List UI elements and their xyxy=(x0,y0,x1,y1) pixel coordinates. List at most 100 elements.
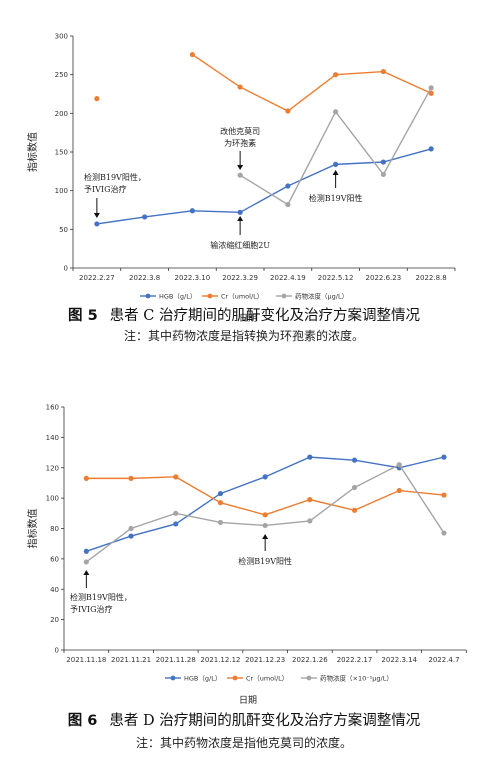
fig5-annotation-arrow-2-head xyxy=(237,165,244,170)
fig5-x-tick-label: 2022.3.10 xyxy=(175,274,211,282)
fig6-data-point xyxy=(307,518,313,524)
figure5-caption: 图 5 患者 C 治疗期间的肌酐变化及治疗方案调整情况 xyxy=(0,304,488,325)
fig5-annotation-arrow-3-head xyxy=(237,216,244,221)
fig6-x-tick-label: 2022.3.14 xyxy=(381,656,417,664)
fig6-y-tick-label: 0 xyxy=(55,647,59,655)
fig5-annotation-arrow-1-head xyxy=(93,213,100,218)
fig5-legend-label: HGB（g/L） xyxy=(159,293,196,301)
fig5-data-point xyxy=(380,171,386,178)
fig6-x-tick-label: 2021.11.18 xyxy=(66,656,106,664)
fig5-legend-label: Cr（umol/L） xyxy=(221,293,263,301)
fig6-y-tick-label: 140 xyxy=(46,434,59,442)
fig5-data-point xyxy=(237,84,243,90)
figure6-chart: 0 20 40 60 80 100 120 140 160 2021.11.18 2021.11.2… xyxy=(26,404,467,706)
fig5-data-point xyxy=(285,201,291,208)
fig5-data-point xyxy=(237,172,243,178)
fig5-data-point xyxy=(380,159,386,165)
fig5-data-point xyxy=(428,146,434,152)
fig6-y-tick-label: 80 xyxy=(50,525,59,533)
fig6-x-tick-label: 2021.11.28 xyxy=(156,656,196,664)
fig6-legend-label: HGB（g/L） xyxy=(184,675,221,683)
fig6-data-point xyxy=(173,510,179,516)
fig6-data-point xyxy=(307,497,313,503)
figure6-note: 注：其中药物浓度是指他克莫司的浓度。 xyxy=(135,736,352,750)
fig5-series-line-1 xyxy=(191,53,432,112)
fig6-x-tick-label: 2022.1.26 xyxy=(292,656,328,664)
fig5-y-tick-label: 300 xyxy=(55,33,68,41)
fig5-data-point xyxy=(142,214,148,220)
fig5-data-point xyxy=(285,183,291,189)
fig6-data-point xyxy=(351,484,358,491)
fig6-legend-swatch-marker xyxy=(170,675,176,681)
fig5-y-tick-label: 150 xyxy=(55,149,68,157)
fig5-data-point xyxy=(94,96,100,102)
fig6-x-tick-label: 2021.12.23 xyxy=(245,656,285,664)
fig6-data-point xyxy=(128,475,134,481)
fig5-y-tick-label: 0 xyxy=(64,265,68,273)
fig5-data-point xyxy=(333,109,339,115)
figure5-title: 患者 C 治疗期间的肌酐变化及治疗方案调整情况 xyxy=(109,308,420,324)
fig6-data-point xyxy=(441,454,447,460)
fig5-annotation-b19v-positive: 检测B19V阳性 xyxy=(309,193,363,203)
fig6-data-point xyxy=(173,521,179,527)
fig6-y-tick-label: 160 xyxy=(46,404,59,412)
fig5-annotation-b19v-ivig-line1: 检测B19V阳性， xyxy=(84,172,146,182)
fig6-annotation-b19v-ivig-line1: 检测B19V阳性， xyxy=(70,592,132,602)
fig6-legend-label: Cr（umol/L） xyxy=(246,675,288,683)
fig5-x-tick-label: 2022.2.27 xyxy=(79,274,115,282)
fig6-legend-label: 药物浓度（×10⁻¹μg/L） xyxy=(320,674,393,683)
fig6-annotation-b19v-ivig-line2: 予IVIG治疗 xyxy=(70,604,113,614)
fig6-data-point xyxy=(307,454,313,460)
fig5-data-point xyxy=(285,108,291,114)
fig5-y-tick-label: 250 xyxy=(55,71,68,79)
fig5-data-point xyxy=(428,85,434,91)
fig5-annotation-b19v-ivig-line2: 予IVIG治疗 xyxy=(84,184,127,194)
fig6-data-point xyxy=(128,533,134,539)
fig6-x-tick-label: 2022.2.17 xyxy=(337,656,373,664)
fig5-y-tick-label: 100 xyxy=(55,187,68,195)
fig6-data-point xyxy=(128,525,134,532)
figure6-number: 图 6 xyxy=(67,713,98,729)
fig6-data-point xyxy=(83,475,89,481)
fig6-data-point xyxy=(396,487,402,494)
fig6-annotation-arrow-2-head xyxy=(83,570,90,575)
fig6-x-tick-label: 2022.4.7 xyxy=(428,656,459,664)
fig5-data-point xyxy=(237,209,243,215)
figure6-caption: 图 6 患者 D 治疗期间的肌酐变化及治疗方案调整情况 xyxy=(0,709,488,730)
fig5-annotation-switch-line1: 改他克莫司 xyxy=(220,126,260,136)
fig6-legend-swatch-marker xyxy=(232,675,238,681)
fig6-y-tick-label: 60 xyxy=(50,555,59,563)
fig5-data-point xyxy=(333,72,339,78)
fig5-x-tick-label: 2022.6.23 xyxy=(366,274,402,282)
fig6-data-point xyxy=(441,492,447,498)
fig5-x-tick-label: 2022.5.12 xyxy=(318,274,354,282)
fig5-x-tick-label: 2022.3.8 xyxy=(129,274,160,282)
fig6-data-point xyxy=(217,500,224,506)
fig6-y-tick-label: 20 xyxy=(50,616,59,624)
fig6-data-point xyxy=(262,522,268,529)
fig6-data-point xyxy=(83,559,89,565)
fig5-x-tick-label: 2022.8.8 xyxy=(416,274,447,282)
fig5-data-point xyxy=(428,90,434,96)
fig5-series-line-0 xyxy=(96,148,432,225)
fig5-x-axis-title: 日期 xyxy=(239,313,257,324)
fig5-legend-swatch-marker xyxy=(145,293,151,299)
fig5-annotation-transfusion: 输浓缩红细胞2U xyxy=(210,240,270,250)
fig5-y-tick-label: 50 xyxy=(59,226,68,234)
fig6-y-tick-label: 100 xyxy=(46,495,59,503)
fig6-annotation-arrow-1-head xyxy=(262,534,269,539)
fig5-annotation-arrow-4-head xyxy=(332,170,339,175)
fig5-annotation-switch-line2: 为环孢素 xyxy=(224,138,256,148)
fig6-x-tick-label: 2021.11.21 xyxy=(111,656,151,664)
fig5-x-tick-label: 2022.3.29 xyxy=(222,274,258,282)
fig6-x-tick-label: 2021.12.12 xyxy=(200,656,240,664)
fig6-data-point xyxy=(262,474,268,480)
figure6-title: 患者 D 治疗期间的肌酐变化及治疗方案调整情况 xyxy=(109,713,421,729)
fig5-data-point xyxy=(380,68,386,75)
fig6-data-point xyxy=(83,548,89,554)
fig6-data-point xyxy=(396,462,402,468)
fig5-legend-label: 药物浓度（μg/L） xyxy=(295,292,348,301)
fig6-data-point xyxy=(351,457,358,463)
fig6-x-axis-title: 日期 xyxy=(239,695,257,706)
fig5-data-point xyxy=(189,51,195,58)
